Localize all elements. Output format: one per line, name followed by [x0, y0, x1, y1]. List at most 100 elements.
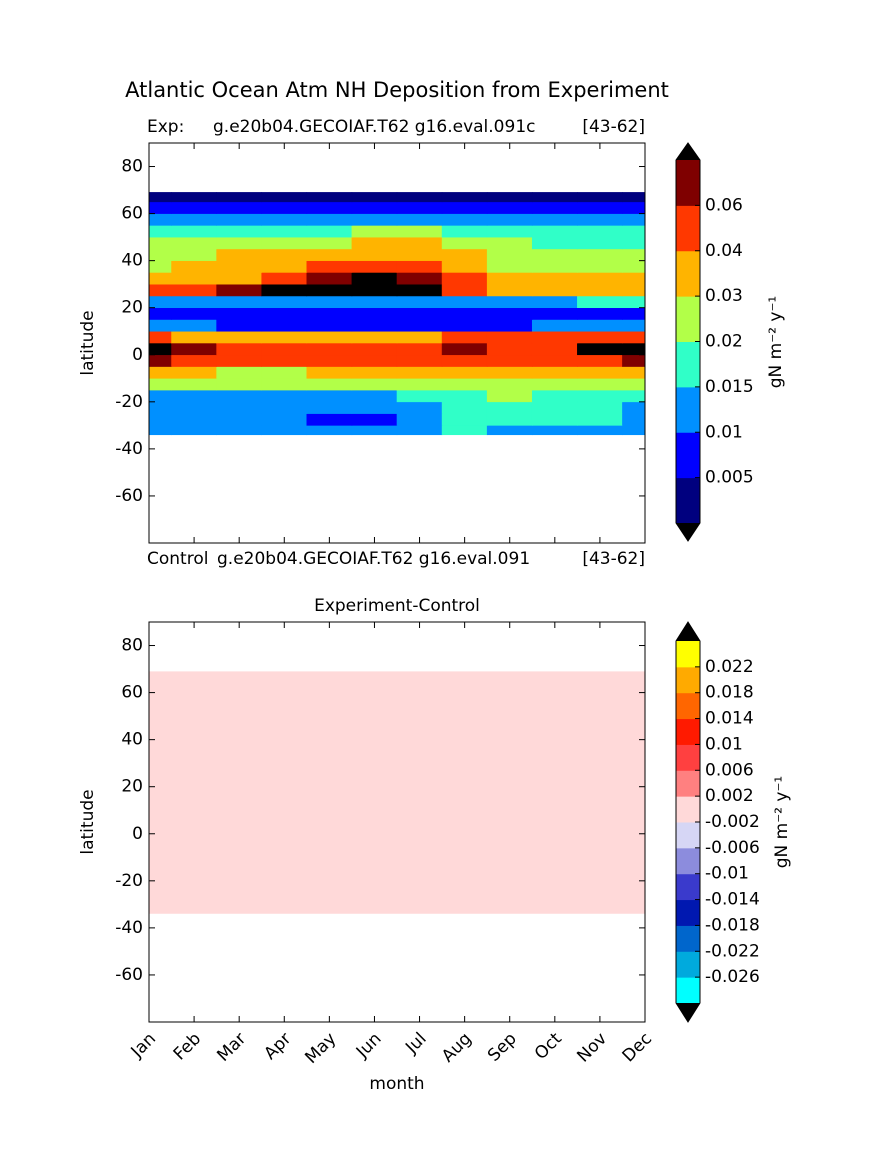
contour-cell: [441, 213, 488, 226]
y-tick-label: 0: [132, 345, 143, 365]
contour-cell: [351, 366, 398, 379]
contour-cell: [171, 330, 217, 344]
contour-cell: [148, 377, 172, 391]
contour-cell: [577, 319, 623, 332]
contour-cell: [216, 201, 263, 214]
contour-cell: [216, 389, 263, 403]
contour-cell: [486, 366, 533, 379]
contour-cell: [261, 295, 308, 309]
contour-cell: [306, 283, 353, 297]
contour-cell: [171, 307, 217, 320]
y-tick-label: -60: [115, 486, 143, 506]
contour-cell: [396, 319, 443, 332]
contour-cell: [486, 425, 533, 436]
contour-cell: [396, 248, 443, 261]
contour-cell: [306, 225, 353, 238]
contour-cell: [622, 272, 646, 285]
contour-cell: [396, 307, 443, 320]
x-tick-label: Apr: [260, 1029, 295, 1064]
colorbar-tick-label: 0.015: [705, 377, 754, 397]
colorbar-segment: [676, 925, 700, 952]
contour-cell: [441, 236, 488, 250]
y-tick-label: -40: [115, 439, 143, 459]
contour-cell: [261, 307, 308, 320]
colorbar-tick-label: 0.006: [705, 760, 754, 780]
contour-cell: [396, 225, 443, 238]
contour-cell: [216, 342, 263, 356]
contour-cell: [396, 330, 443, 344]
y-tick-label: 40: [121, 251, 143, 271]
contour-cell: [148, 425, 172, 436]
contour-cell: [351, 192, 398, 203]
contour-cell: [148, 366, 172, 379]
subtitle-center: g.e20b04.GECOIAF.T62 g16.eval.091c: [213, 117, 535, 137]
contour-cell: [306, 354, 353, 367]
contour-cell: [148, 307, 172, 320]
contour-cell: [441, 225, 488, 238]
colorbar-segment: [676, 796, 700, 823]
colorbar-tick-label: -0.026: [705, 967, 760, 987]
colorbar-segment: [676, 744, 700, 771]
contour-cell: [396, 201, 443, 214]
contour-cell: [577, 283, 623, 297]
contour-cell: [577, 413, 623, 426]
contour-cell: [396, 192, 443, 203]
contour-cell: [261, 425, 308, 436]
contour-cell: [306, 330, 353, 344]
x-tick-label: Sep: [484, 1029, 521, 1066]
contour-cell: [306, 366, 353, 379]
contour-cell: [306, 307, 353, 320]
colorbar-tick-label: 0.03: [705, 286, 743, 306]
colorbar-tick-label: 0.014: [705, 709, 754, 729]
y-tick-label: 80: [121, 636, 143, 656]
contour-cell: [441, 260, 488, 273]
contour-cell: [216, 413, 263, 426]
y-tick-label: 40: [121, 730, 143, 750]
contour-cell: [396, 213, 443, 226]
colorbar-tick-label: 0.04: [705, 241, 743, 261]
contour-cell: [351, 272, 398, 285]
contour-cell: [148, 213, 172, 226]
contour-cell: [351, 319, 398, 332]
contour-cell: [396, 377, 443, 391]
contour-cell: [577, 248, 623, 261]
contour-cell: [486, 236, 533, 250]
contour-cell: [622, 307, 646, 320]
contour-cell: [216, 248, 263, 261]
plot-frame: [148, 621, 646, 1023]
contour-cell: [148, 330, 172, 344]
y-tick-label: 60: [121, 204, 143, 224]
contour-cell: [622, 319, 646, 332]
xlabel-left: Control: [147, 549, 208, 569]
contour-cell: [171, 354, 217, 367]
colorbar-segment: [676, 977, 700, 1004]
colorbar-segment: [676, 899, 700, 926]
contour-cell: [577, 330, 623, 344]
contour-cell: [148, 248, 172, 261]
contour-cell: [577, 236, 623, 250]
contour-cell: [486, 213, 533, 226]
contour-cell: [351, 213, 398, 226]
colorbar-extend: [676, 622, 700, 641]
contour-cell: [531, 213, 578, 226]
contour-cell: [351, 295, 398, 309]
contour-cell: [351, 201, 398, 214]
contour-cell: [622, 283, 646, 297]
contour-cell: [486, 413, 533, 426]
contour-cell: [261, 225, 308, 238]
contour-cell: [351, 389, 398, 403]
contour-cell: [622, 295, 646, 309]
plot-frame: [148, 142, 646, 544]
contour-cell: [577, 192, 623, 203]
contour-cell: [622, 236, 646, 250]
contour-cell: [306, 342, 353, 356]
y-axis-label: latitude: [78, 789, 98, 854]
colorbar-tick-label: -0.022: [705, 941, 760, 961]
contour-cell: [622, 330, 646, 344]
contour-cell: [441, 401, 488, 414]
contour-cell: [306, 295, 353, 309]
contour-cell: [441, 413, 488, 426]
contour-cell: [148, 295, 172, 309]
contour-cell: [148, 401, 172, 414]
contour-cell: [486, 307, 533, 320]
